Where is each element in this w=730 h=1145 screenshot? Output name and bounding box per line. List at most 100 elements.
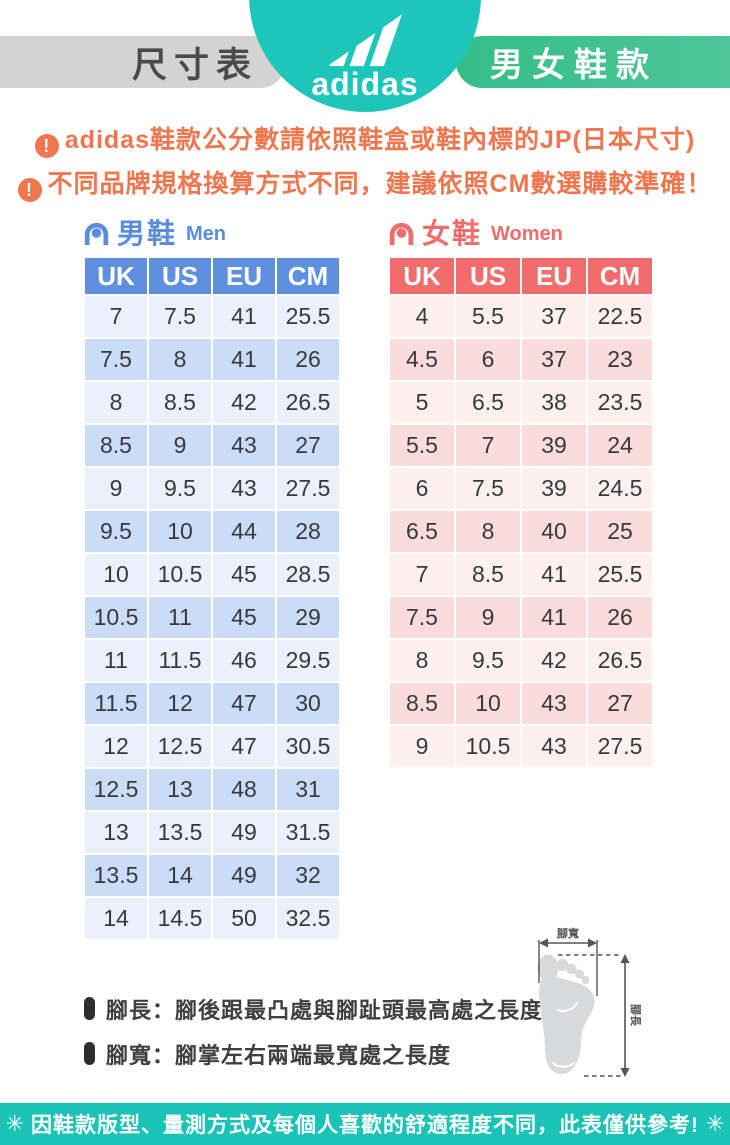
table-row: 8 9.5 42 26.5 xyxy=(390,640,652,681)
size-cell: 10 xyxy=(456,683,520,724)
size-cell: 24 xyxy=(588,425,652,466)
size-cell: 5 xyxy=(390,382,454,423)
size-cell: 28.5 xyxy=(277,554,339,595)
table-row: 9.5 10 44 28 xyxy=(85,511,339,552)
men-label-en: Men xyxy=(186,222,227,245)
size-cell: 8 xyxy=(85,382,147,423)
foot-length-label: 腳長 xyxy=(629,1004,643,1027)
table-row: 14 14.5 50 32.5 xyxy=(85,898,339,939)
warning-line: ! 不同品牌規格換算方式不同，建議依照CM數選購較準確！ xyxy=(0,162,730,206)
size-cell: 9.5 xyxy=(149,468,211,509)
women-size-table: UK US EU CM 4 5.5 37 22.5 4.5 6 37 23 5 6.5 38 23.5 5.5… xyxy=(388,256,654,769)
size-cell: 11.5 xyxy=(85,683,147,724)
men-size-table: UK US EU CM 7 7.5 41 25.5 7.5 8 41 26 8 8.5 42 26.5 8.5… xyxy=(83,256,341,941)
warning-text: 不同品牌規格換算方式不同，建議依照CM數選購較準確！ xyxy=(47,170,713,198)
size-cell: 23.5 xyxy=(588,382,652,423)
column-header: UK xyxy=(85,258,147,294)
table-row: 7 7.5 41 25.5 xyxy=(85,296,339,337)
size-cell: 10.5 xyxy=(456,726,520,767)
size-cell: 29 xyxy=(277,597,339,638)
column-header: CM xyxy=(588,258,652,294)
size-cell: 32 xyxy=(277,855,339,896)
table-row: 12 12.5 47 30.5 xyxy=(85,726,339,767)
size-cell: 28 xyxy=(277,511,339,552)
exclamation-icon: ! xyxy=(17,178,42,202)
size-cell: 27.5 xyxy=(588,726,652,767)
measurement-notes: 腳長：腳後跟最凸處與腳趾頭最高處之長度 腳寬：腳掌左右兩端最寬處之長度 xyxy=(84,986,543,1076)
column-header: US xyxy=(456,258,520,294)
column-header: EU xyxy=(522,258,586,294)
foot-width-note: 腳寬：腳掌左右兩端最寬處之長度 xyxy=(84,1031,543,1076)
size-cell: 8.5 xyxy=(390,683,454,724)
size-cell: 11 xyxy=(149,597,211,638)
women-size-table-section: 女鞋 Women UK US EU CM 4 5.5 37 22.5 4.5 6 37 23 5 6.5… xyxy=(388,214,654,769)
warning-line: ! adidas鞋款公分數請依照鞋盒或鞋內標的JP(日本尺寸) xyxy=(0,118,730,162)
size-cell: 9.5 xyxy=(85,511,147,552)
size-cell: 7.5 xyxy=(149,296,211,337)
men-table-label: 男鞋 Men xyxy=(83,214,341,250)
size-cell: 7.5 xyxy=(390,597,454,638)
size-cell: 27.5 xyxy=(277,468,339,509)
size-cell: 44 xyxy=(213,511,275,552)
size-cell: 50 xyxy=(213,898,275,939)
table-row: 13.5 14 49 32 xyxy=(85,855,339,896)
size-cell: 42 xyxy=(522,640,586,681)
size-cell: 49 xyxy=(213,855,275,896)
size-cell: 47 xyxy=(213,726,275,767)
size-cell: 43 xyxy=(213,425,275,466)
size-cell: 31 xyxy=(277,769,339,810)
table-row: 6 7.5 39 24.5 xyxy=(390,468,652,509)
size-cell: 25.5 xyxy=(588,554,652,595)
size-cell: 23 xyxy=(588,339,652,380)
table-row: 4.5 6 37 23 xyxy=(390,339,652,380)
size-cell: 14 xyxy=(85,898,147,939)
table-row: 5.5 7 39 24 xyxy=(390,425,652,466)
size-cell: 13 xyxy=(149,769,211,810)
adidas-wordmark: adidas xyxy=(311,66,419,102)
size-cell: 26.5 xyxy=(588,640,652,681)
size-cell: 31.5 xyxy=(277,812,339,853)
size-cell: 40 xyxy=(522,511,586,552)
size-cell: 12.5 xyxy=(149,726,211,767)
size-cell: 12 xyxy=(85,726,147,767)
size-cell: 29.5 xyxy=(277,640,339,681)
size-cell: 12.5 xyxy=(85,769,147,810)
size-cell: 46 xyxy=(213,640,275,681)
foot-length-note: 腳長：腳後跟最凸處與腳趾頭最高處之長度 xyxy=(84,986,543,1031)
size-cell: 25 xyxy=(588,511,652,552)
size-cell: 41 xyxy=(213,296,275,337)
size-cell: 48 xyxy=(213,769,275,810)
size-cell: 32.5 xyxy=(277,898,339,939)
bullet-icon xyxy=(84,997,95,1020)
men-label-zh: 男鞋 xyxy=(117,218,178,249)
size-cell: 14 xyxy=(149,855,211,896)
size-cell: 8.5 xyxy=(149,382,211,423)
size-cell: 24.5 xyxy=(588,468,652,509)
size-cell: 7 xyxy=(456,425,520,466)
size-cell: 8.5 xyxy=(85,425,147,466)
size-cell: 41 xyxy=(213,339,275,380)
size-cell: 7 xyxy=(85,296,147,337)
women-label-zh: 女鞋 xyxy=(422,218,483,249)
size-cell: 27 xyxy=(588,683,652,724)
disclaimer-text: 因鞋款版型、量測方式及每個人喜歡的舒適程度不同，此表僅供參考! xyxy=(31,1114,699,1137)
size-cell: 10 xyxy=(85,554,147,595)
size-cell: 49 xyxy=(213,812,275,853)
size-cell: 4.5 xyxy=(390,339,454,380)
size-cell: 6 xyxy=(456,339,520,380)
table-row: 8 8.5 42 26.5 xyxy=(85,382,339,423)
title-pill: 尺寸表 xyxy=(0,36,286,88)
bullet-icon xyxy=(84,1042,95,1065)
size-cell: 41 xyxy=(522,554,586,595)
table-row: 8.5 10 43 27 xyxy=(390,683,652,724)
size-cell: 6 xyxy=(390,468,454,509)
men-header-row: UK US EU CM xyxy=(85,258,339,294)
size-cell: 6.5 xyxy=(390,511,454,552)
size-cell: 11 xyxy=(85,640,147,681)
size-cell: 5.5 xyxy=(390,425,454,466)
size-cell: 9 xyxy=(85,468,147,509)
size-cell: 13 xyxy=(85,812,147,853)
adidas-logo-badge: adidas xyxy=(249,0,481,112)
women-table-label: 女鞋 Women xyxy=(388,214,654,250)
table-row: 6.5 8 40 25 xyxy=(390,511,652,552)
